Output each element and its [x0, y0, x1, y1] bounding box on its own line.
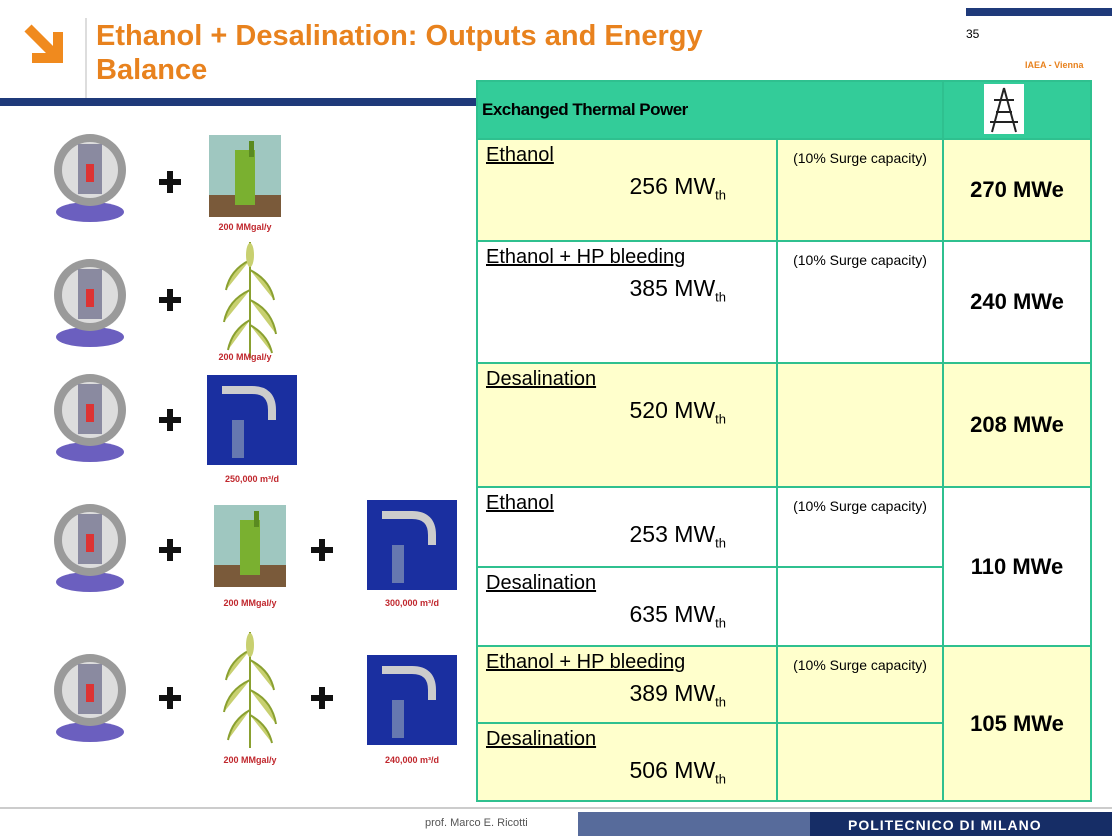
output-cell: 105 MWe — [942, 645, 1093, 802]
power-unit-subscript: th — [715, 615, 726, 631]
table-row: Desalination 635 MWth — [476, 566, 1091, 647]
process-name: Ethanol — [486, 144, 554, 166]
power-unit-subscript: th — [715, 535, 726, 551]
table-row: Ethanol 256 MWth (10% Surge capacity) 270 M… — [476, 138, 1093, 242]
process-name: Desalination — [486, 572, 597, 594]
note-cell: (10% Surge capacity) — [775, 486, 945, 568]
pylon-icon — [984, 84, 1025, 134]
process-name: Ethanol + HP bleeding — [486, 246, 686, 268]
header-bar — [966, 8, 1112, 16]
table-row: Ethanol + HP bleeding 385 MWth (10% Surge … — [476, 240, 1093, 364]
power-unit-subscript: th — [715, 187, 726, 203]
surge-note: (10% Surge capacity) — [793, 150, 927, 166]
power-unit-subscript: th — [715, 289, 726, 305]
title-line: Ethanol + Desalination: Outputs and Ener… — [96, 20, 703, 52]
surge-note: (10% Surge capacity) — [793, 657, 927, 673]
output-cell: 270 MWe — [942, 138, 1093, 242]
power-value: 253 MW — [629, 521, 716, 547]
thermal-power: 506 MWth — [478, 757, 776, 787]
process-name: Desalination — [486, 728, 597, 750]
thermal-power: 253 MWth — [478, 521, 776, 551]
icon-label: 240,000 m³/d — [385, 755, 439, 765]
note-cell — [775, 722, 945, 802]
icon-label: 250,000 m³/d — [225, 474, 279, 484]
output-cell: 110 MWe — [942, 486, 1093, 647]
surge-note: (10% Surge capacity) — [793, 252, 927, 268]
process-cell: Ethanol 253 MWth — [476, 486, 778, 568]
footer-institution: POLITECNICO DI MILANO — [848, 817, 1042, 833]
power-unit-subscript: th — [715, 411, 726, 427]
title-line: Balance — [96, 54, 207, 86]
process-name: Desalination — [486, 368, 597, 390]
table-row: Desalination 506 MWth — [476, 722, 1091, 802]
pylon-cell — [942, 80, 1093, 140]
power-value: 256 MW — [629, 173, 716, 199]
power-value: 635 MW — [629, 601, 716, 627]
table-row: Ethanol + HP bleeding 389 MWth (10% Surge … — [476, 645, 1093, 802]
note-cell — [775, 566, 945, 647]
thermal-power: 635 MWth — [478, 601, 776, 631]
process-name: Ethanol + HP bleeding — [486, 651, 686, 673]
output-cell: 240 MWe — [942, 240, 1093, 364]
icon-label: 200 MMgal/y — [223, 598, 276, 608]
icon-label: 200 MMgal/y — [218, 222, 271, 232]
icon-label: 300,000 m³/d — [385, 598, 439, 608]
thermal-power: 389 MWth — [478, 680, 776, 710]
power-value: 506 MW — [629, 757, 716, 783]
process-name: Ethanol — [486, 492, 554, 514]
power-unit-subscript: th — [715, 771, 726, 787]
power-value: 389 MW — [629, 680, 716, 706]
output-cell: 208 MWe — [942, 362, 1093, 488]
header-bar — [0, 98, 476, 106]
note-cell — [775, 362, 945, 488]
thermal-power: 385 MWth — [478, 275, 776, 305]
icon-label: 200 MMgal/y — [218, 352, 271, 362]
slide-title: Ethanol + Desalination: Outputs and Ener… — [96, 20, 703, 86]
table-header-row: Exchanged Thermal Power — [475, 80, 1093, 140]
power-unit-subscript: th — [715, 694, 726, 710]
note-cell: (10% Surge capacity) — [775, 138, 945, 242]
note-cell: (10% Surge capacity) — [775, 645, 945, 724]
arrow-icon — [24, 24, 63, 63]
table-row: Ethanol 253 MWth (10% Surge capacity) 110 M… — [476, 486, 1093, 647]
power-value: 520 MW — [629, 397, 716, 423]
power-table: Exchanged Thermal Power Ethanol 256 MWth (1… — [475, 80, 1093, 802]
process-cell: Desalination 506 MWth — [476, 722, 778, 802]
page-number: 35 — [966, 27, 980, 41]
event-label: IAEA - Vienna — [1025, 60, 1085, 70]
process-cell: Desalination 520 MWth — [476, 362, 778, 488]
process-cell: Ethanol + HP bleeding 385 MWth — [476, 240, 778, 364]
thermal-power: 256 MWth — [478, 173, 776, 203]
power-value: 385 MW — [629, 275, 716, 301]
footer-author: prof. Marco E. Ricotti — [425, 817, 528, 829]
note-cell: (10% Surge capacity) — [775, 240, 945, 364]
thermal-power: 520 MWth — [478, 397, 776, 427]
table-header: Exchanged Thermal Power — [475, 80, 945, 140]
process-cell: Ethanol + HP bleeding 389 MWth — [476, 645, 778, 724]
process-cell: Ethanol 256 MWth — [476, 138, 778, 242]
footer-bar — [810, 812, 1112, 836]
surge-note: (10% Surge capacity) — [793, 498, 927, 514]
icon-label: 200 MMgal/y — [223, 755, 276, 765]
process-cell: Desalination 635 MWth — [476, 566, 778, 647]
table-row: Desalination 520 MWth 208 MWe — [476, 362, 1093, 488]
